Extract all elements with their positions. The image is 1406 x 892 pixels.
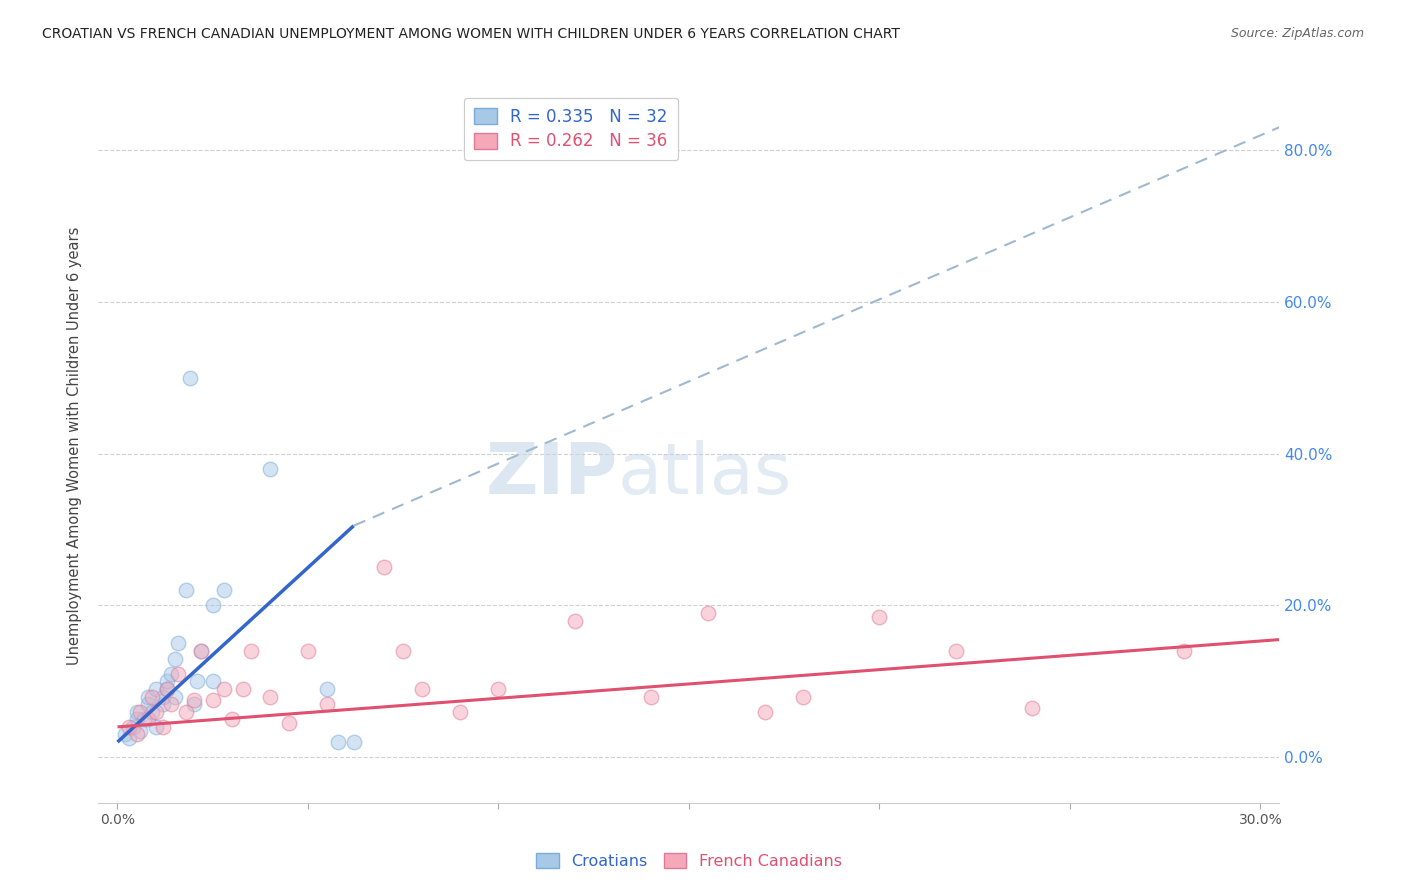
Point [174, 705, 197, 719]
Point [136, 690, 159, 704]
Point [316, 681, 339, 696]
Point [152, 697, 174, 711]
Point [159, 697, 181, 711]
Point [186, 674, 208, 689]
Point [167, 666, 190, 681]
Point [488, 681, 510, 696]
Point [179, 370, 201, 384]
Point [134, 712, 156, 726]
Point [277, 716, 299, 731]
Point [152, 720, 174, 734]
Y-axis label: Unemployment Among Women with Children Under 6 years: Unemployment Among Women with Children U… [67, 227, 83, 665]
Point [212, 681, 235, 696]
Point [152, 690, 174, 704]
Point [141, 690, 163, 704]
Point [125, 705, 148, 719]
Point [316, 697, 339, 711]
Point [136, 697, 159, 711]
Point [183, 697, 205, 711]
Point [392, 644, 415, 658]
Point [118, 720, 141, 734]
Point [121, 720, 143, 734]
Point [232, 681, 254, 696]
Point [145, 681, 167, 696]
Point [156, 674, 179, 689]
Point [449, 705, 471, 719]
Point [328, 735, 350, 749]
Legend: R = 0.335   N = 32, R = 0.262   N = 36: R = 0.335 N = 32, R = 0.262 N = 36 [464, 97, 678, 161]
Point [259, 462, 281, 476]
Point [697, 606, 720, 620]
Point [221, 712, 243, 726]
Point [945, 644, 967, 658]
Text: ZIP: ZIP [486, 440, 619, 509]
Point [190, 644, 212, 658]
Point [145, 720, 167, 734]
Point [163, 690, 186, 704]
Point [159, 666, 181, 681]
Legend: Croatians, French Canadians: Croatians, French Canadians [530, 847, 848, 875]
Point [145, 705, 167, 719]
Point [640, 690, 662, 704]
Point [129, 705, 152, 719]
Point [1021, 701, 1043, 715]
Point [156, 681, 179, 696]
Point [411, 681, 433, 696]
Point [163, 651, 186, 665]
Point [343, 735, 366, 749]
Point [125, 712, 148, 726]
Point [174, 583, 197, 598]
Point [1173, 644, 1195, 658]
Point [212, 583, 235, 598]
Point [201, 693, 224, 707]
Point [114, 727, 136, 741]
Point [868, 609, 890, 624]
Point [156, 681, 179, 696]
Point [167, 636, 190, 650]
Text: atlas: atlas [619, 440, 793, 509]
Point [136, 712, 159, 726]
Point [201, 599, 224, 613]
Point [259, 690, 281, 704]
Point [183, 693, 205, 707]
Point [239, 644, 262, 658]
Text: CROATIAN VS FRENCH CANADIAN UNEMPLOYMENT AMONG WOMEN WITH CHILDREN UNDER 6 YEARS: CROATIAN VS FRENCH CANADIAN UNEMPLOYMENT… [42, 27, 900, 41]
Point [373, 560, 395, 574]
Point [792, 690, 814, 704]
Point [190, 644, 212, 658]
Point [564, 614, 586, 628]
Point [141, 705, 163, 719]
Point [125, 727, 148, 741]
Point [754, 705, 776, 719]
Point [118, 731, 141, 746]
Point [129, 723, 152, 738]
Text: Source: ZipAtlas.com: Source: ZipAtlas.com [1230, 27, 1364, 40]
Point [201, 674, 224, 689]
Point [297, 644, 319, 658]
